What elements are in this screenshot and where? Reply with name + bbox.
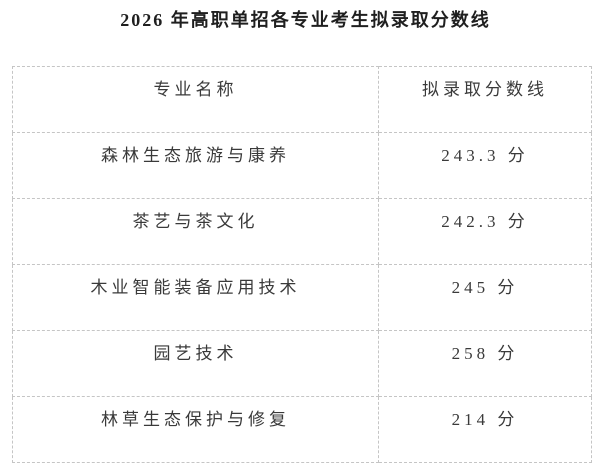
major-cell: 木业智能装备应用技术 (12, 264, 379, 331)
table-row: 林草生态保护与修复 214 分 (12, 396, 592, 463)
score-cell: 245 分 (378, 264, 592, 331)
major-cell: 森林生态旅游与康养 (12, 132, 379, 199)
document-page: 2026 年高职单招各专业考生拟录取分数线 专业名称 拟录取分数线 森林生态旅游… (0, 0, 611, 463)
major-cell: 园艺技术 (12, 330, 379, 397)
score-cell: 258 分 (378, 330, 592, 397)
column-header-score: 拟录取分数线 (378, 66, 592, 133)
table-row: 茶艺与茶文化 242.3 分 (12, 198, 592, 265)
table-row: 木业智能装备应用技术 245 分 (12, 264, 592, 331)
page-title: 2026 年高职单招各专业考生拟录取分数线 (120, 10, 491, 30)
major-cell: 林草生态保护与修复 (12, 396, 379, 463)
major-cell: 茶艺与茶文化 (12, 198, 379, 265)
table-header-row: 专业名称 拟录取分数线 (12, 66, 592, 133)
score-cell: 214 分 (378, 396, 592, 463)
score-cell: 242.3 分 (378, 198, 592, 265)
score-table: 专业名称 拟录取分数线 森林生态旅游与康养 243.3 分 茶艺与茶文化 242… (12, 66, 592, 463)
table-row: 森林生态旅游与康养 243.3 分 (12, 132, 592, 199)
score-cell: 243.3 分 (378, 132, 592, 199)
table-row: 园艺技术 258 分 (12, 330, 592, 397)
column-header-major: 专业名称 (12, 66, 379, 133)
